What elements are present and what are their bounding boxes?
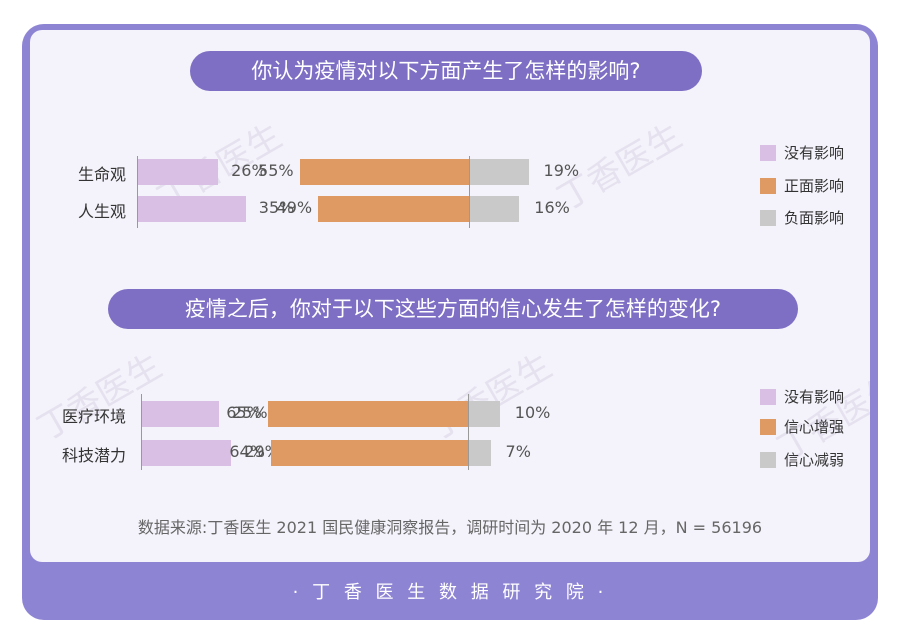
data-label: 55% (258, 161, 294, 180)
data-label: 65% (226, 403, 262, 422)
legend-label: 信心增强 (784, 418, 845, 436)
legend-item: 没有影响 (760, 142, 844, 162)
category-label: 生命观 (77, 165, 126, 184)
watermark: 丁香医生 (30, 346, 169, 449)
bar-positive (299, 159, 469, 185)
data-label: 25% (232, 403, 268, 422)
legend-item: 信心减弱 (760, 449, 844, 469)
legend-label: 负面影响 (784, 209, 845, 227)
data-label: 16% (534, 198, 570, 217)
category-label: 医疗环境 (61, 407, 126, 426)
legend-item: 负面影响 (760, 207, 844, 227)
data-label: 35% (258, 198, 295, 217)
chart-1-title: 你认为疫情对以下方面产生了怎样的影响? (190, 51, 702, 91)
bar-no-effect (138, 196, 246, 222)
bar-positive (270, 440, 468, 466)
category-label: 科技潜力 (61, 446, 126, 465)
legend-swatch (760, 418, 776, 435)
legend-swatch (760, 388, 776, 405)
legend-label: 信心减弱 (784, 451, 845, 469)
legend-swatch (760, 209, 776, 226)
chart-2-title: 疫情之后，你对于以下这些方面的信心发生了怎样的变化? (108, 289, 798, 329)
legend-label: 正面影响 (784, 177, 845, 195)
bar-negative (469, 440, 491, 466)
bar-negative (470, 196, 520, 222)
legend-item: 信心增强 (760, 416, 844, 436)
legend-swatch (760, 144, 776, 161)
data-label: 19% (543, 161, 580, 180)
bar-positive (267, 401, 468, 427)
legend-item: 正面影响 (760, 175, 844, 195)
legend-label: 没有影响 (784, 144, 845, 162)
data-label: 64% (229, 442, 265, 461)
bar-no-effect (142, 440, 232, 466)
bar-negative (470, 159, 529, 185)
data-source-note: 数据来源:丁香医生 2021 国民健康洞察报告，调研时间为 2020 年 12 … (137, 518, 763, 537)
data-label: 10% (514, 403, 551, 422)
legend-label: 没有影响 (784, 388, 845, 406)
axis-line (141, 394, 142, 470)
axis-line (137, 156, 138, 228)
watermark: 丁香医生 (420, 346, 559, 449)
data-label: 26% (231, 161, 267, 180)
legend-swatch (760, 451, 776, 468)
footer-brand: · 丁 香 医 生 数 据 研 究 院 · (292, 582, 608, 603)
category-label: 人生观 (77, 202, 126, 221)
bar-no-effect (138, 159, 219, 185)
bar-positive (318, 196, 469, 222)
axis-line (468, 394, 469, 470)
axis-line (469, 156, 470, 228)
legend-swatch (760, 177, 776, 194)
bar-negative (469, 401, 500, 427)
data-label: 49% (276, 198, 313, 217)
data-label: 7% (505, 442, 531, 461)
bar-no-effect (142, 401, 219, 427)
legend-item: 没有影响 (760, 386, 844, 406)
